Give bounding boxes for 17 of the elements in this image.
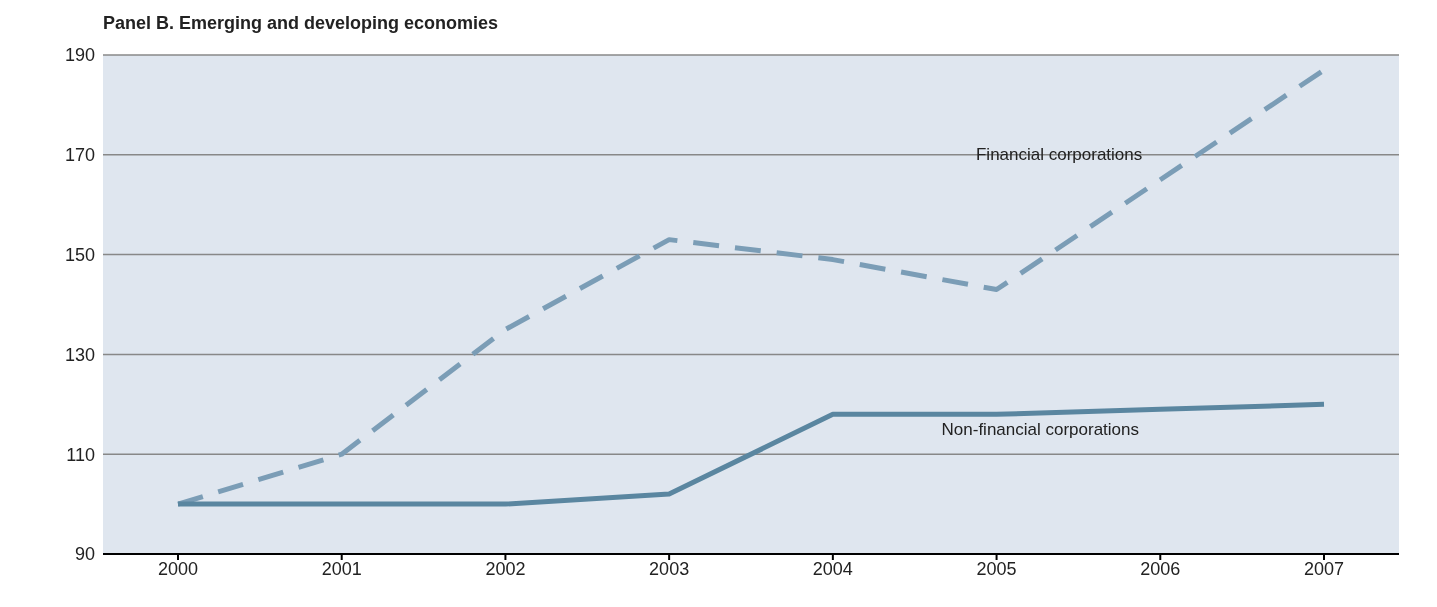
y-tick-label: 190 (64, 45, 95, 66)
x-tick-label: 2003 (649, 558, 690, 579)
y-tick-label: 170 (64, 145, 95, 166)
chart-title: Panel B. Emerging and developing economies (102, 12, 500, 35)
x-tick-label: 2006 (1140, 558, 1181, 579)
x-tick-label: 2001 (321, 558, 362, 579)
y-tick-label: 110 (66, 444, 95, 465)
series-label: Financial corporations (975, 144, 1143, 164)
y-tick-label: 90 (74, 544, 95, 565)
y-tick-label: 130 (64, 344, 95, 365)
x-tick-label: 2007 (1303, 558, 1345, 579)
x-tick-label: 2005 (976, 558, 1017, 579)
series-label: Non-financial corporations (941, 420, 1140, 440)
x-tick-label: 2000 (157, 558, 199, 579)
x-tick-label: 2004 (812, 558, 853, 579)
x-tick-label: 2002 (485, 558, 526, 579)
y-tick-label: 150 (64, 244, 95, 265)
